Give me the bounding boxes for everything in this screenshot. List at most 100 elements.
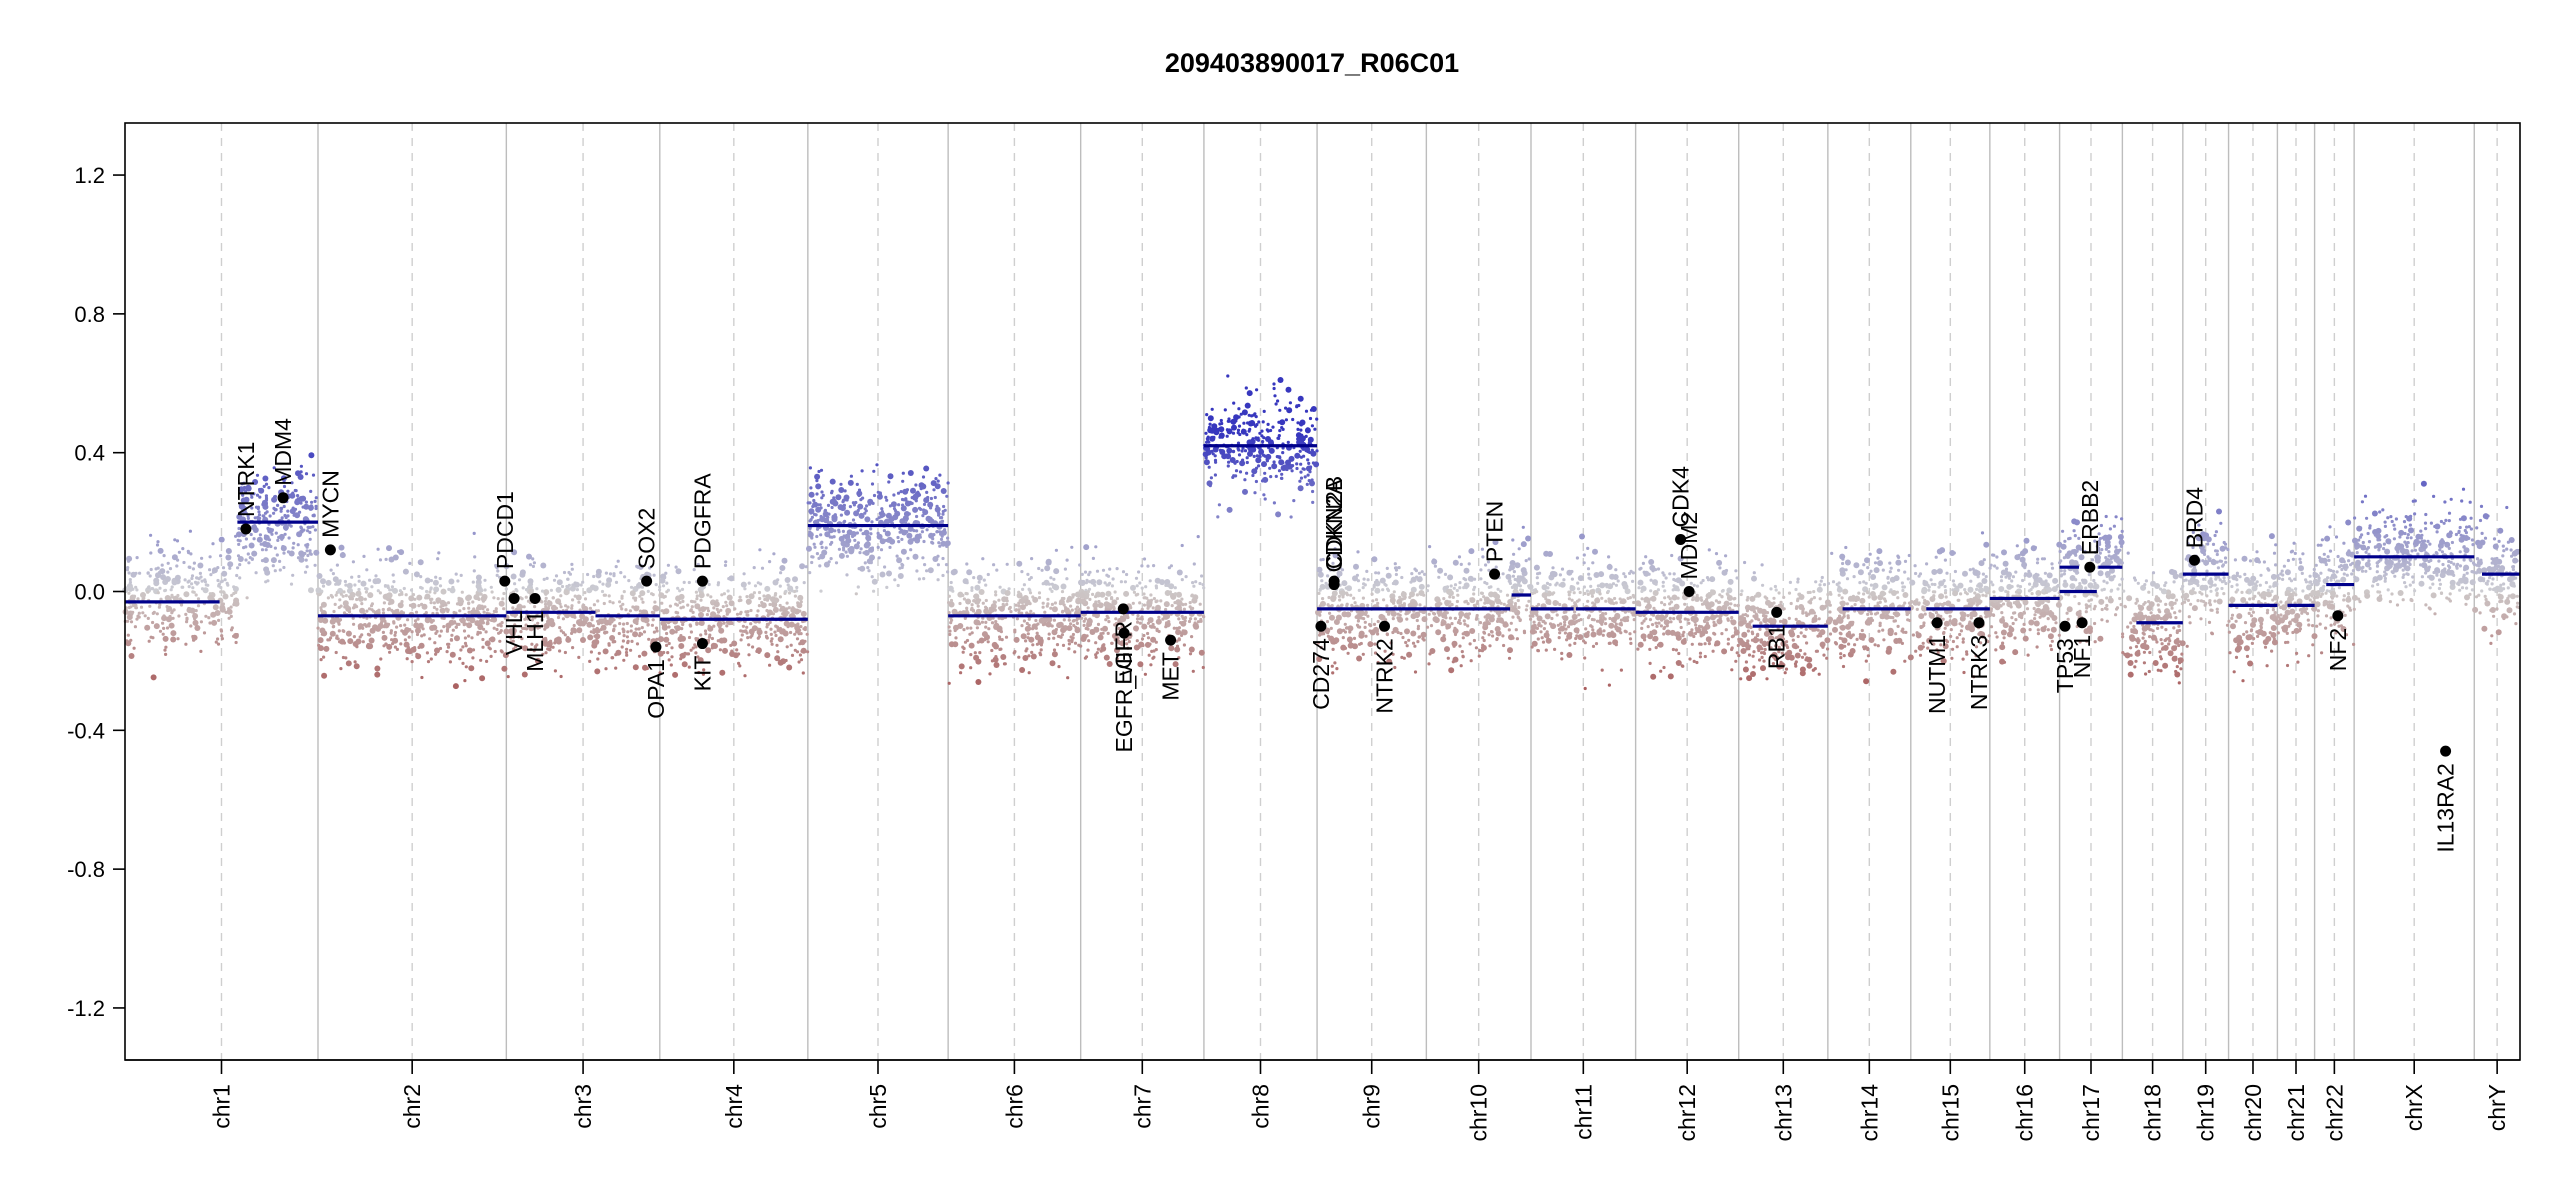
probe-point: [1442, 611, 1446, 616]
probe-point: [704, 632, 708, 636]
probe-point: [843, 494, 850, 501]
probe-point: [588, 606, 593, 610]
probe-point: [939, 532, 943, 536]
probe-point: [961, 650, 965, 654]
probe-point: [793, 632, 797, 636]
probe-point: [570, 567, 574, 571]
probe-point: [190, 574, 195, 578]
probe-point: [1611, 582, 1616, 586]
probe-point: [1067, 638, 1071, 643]
probe-point: [804, 565, 808, 569]
probe-point: [797, 594, 804, 601]
probe-point: [864, 516, 871, 523]
probe-point: [583, 591, 587, 595]
probe-point: [158, 570, 162, 575]
probe-point: [570, 631, 574, 636]
probe-point: [496, 569, 500, 573]
probe-point: [936, 563, 941, 567]
probe-point: [378, 591, 382, 595]
probe-point: [1641, 561, 1645, 566]
probe-point: [576, 627, 583, 634]
probe-point: [1306, 473, 1310, 477]
probe-point: [757, 632, 762, 636]
probe-point: [332, 609, 336, 614]
probe-point: [509, 640, 513, 644]
probe-point: [947, 681, 951, 685]
probe-point: [1723, 600, 1730, 607]
probe-point: [1366, 578, 1370, 582]
probe-point: [1248, 448, 1252, 452]
probe-point: [1142, 557, 1147, 561]
probe-point: [1271, 425, 1275, 429]
probe-point: [1242, 421, 1246, 425]
probe-point: [872, 469, 876, 473]
probe-point: [971, 609, 976, 613]
probe-point: [1397, 566, 1401, 570]
probe-point: [291, 546, 295, 550]
probe-point: [799, 632, 803, 636]
probe-point: [689, 648, 693, 652]
probe-point: [1029, 576, 1033, 580]
probe-point: [733, 607, 737, 611]
probe-point: [1394, 568, 1399, 572]
probe-point: [524, 595, 528, 599]
probe-point: [1246, 390, 1253, 397]
probe-point: [546, 616, 550, 620]
probe-point: [1728, 607, 1732, 611]
probe-point: [1296, 427, 1300, 431]
probe-point: [764, 630, 768, 635]
probe-point: [629, 624, 634, 628]
probe-point: [818, 564, 822, 568]
probe-point: [995, 568, 999, 572]
probe-point: [498, 600, 505, 607]
probe-point: [1353, 601, 1357, 605]
probe-point: [509, 636, 513, 640]
probe-point: [1083, 544, 1090, 551]
probe-point: [1114, 621, 1119, 626]
probe-point: [753, 584, 758, 588]
probe-point: [1539, 624, 1543, 628]
probe-point: [1052, 648, 1057, 652]
probe-point: [984, 625, 988, 629]
probe-point: [1359, 641, 1363, 646]
probe-point: [1265, 453, 1272, 460]
probe-point: [1110, 597, 1114, 601]
probe-point: [567, 570, 571, 575]
probe-point: [1297, 395, 1304, 402]
probe-point: [1070, 640, 1074, 644]
probe-point: [199, 649, 203, 654]
probe-point: [365, 609, 369, 613]
probe-point: [590, 618, 594, 622]
probe-point: [1216, 427, 1220, 431]
probe-point: [745, 625, 749, 629]
probe-point: [900, 537, 904, 542]
probe-point: [1675, 661, 1679, 665]
probe-point: [790, 653, 795, 658]
probe-point: [742, 572, 746, 576]
probe-point: [1026, 572, 1030, 577]
probe-point: [851, 501, 856, 505]
probe-point: [468, 665, 475, 672]
probe-point: [628, 609, 633, 613]
probe-point: [1298, 479, 1302, 483]
probe-point: [1665, 621, 1669, 625]
probe-point: [1199, 619, 1203, 623]
probe-point: [342, 611, 347, 615]
probe-point: [454, 572, 458, 576]
probe-point: [808, 519, 812, 523]
probe-point: [1310, 450, 1317, 457]
probe-point: [857, 503, 864, 510]
probe-point: [1152, 597, 1156, 601]
probe-point: [309, 489, 313, 493]
probe-point: [1703, 642, 1707, 646]
probe-point: [1607, 555, 1611, 559]
probe-point: [227, 561, 234, 568]
probe-point: [824, 546, 828, 550]
probe-point: [1718, 566, 1722, 570]
probe-point: [529, 647, 533, 652]
probe-point: [361, 640, 365, 644]
probe-point: [461, 645, 465, 649]
probe-point: [355, 597, 359, 602]
probe-point: [446, 601, 451, 605]
probe-point: [1364, 610, 1368, 614]
